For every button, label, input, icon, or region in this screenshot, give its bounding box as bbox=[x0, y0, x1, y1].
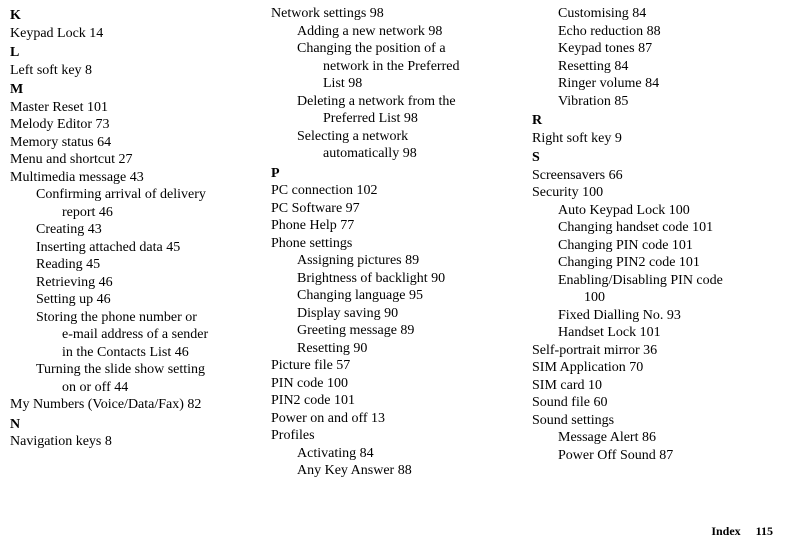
index-subentry-cont: e-mail address of a sender bbox=[62, 326, 251, 344]
index-subentry: Activating 84 bbox=[297, 445, 512, 463]
index-subentry: Deleting a network from the bbox=[297, 93, 512, 111]
column-3: Customising 84 Echo reduction 88 Keypad … bbox=[532, 5, 773, 514]
section-letter-l: L bbox=[10, 44, 251, 62]
index-entry: Network settings 98 bbox=[271, 5, 512, 23]
index-entry: Menu and shortcut 27 bbox=[10, 151, 251, 169]
index-subentry: Auto Keypad Lock 100 bbox=[558, 202, 773, 220]
index-subentry: Resetting 84 bbox=[558, 58, 773, 76]
section-letter-m: M bbox=[10, 81, 251, 99]
index-subentry-cont: on or off 44 bbox=[62, 379, 251, 397]
index-subentry-cont: network in the Preferred bbox=[323, 58, 512, 76]
footer-label: Index bbox=[711, 524, 740, 538]
index-subentry: Changing language 95 bbox=[297, 287, 512, 305]
index-subentry: Setting up 46 bbox=[36, 291, 251, 309]
index-subentry-cont: in the Contacts List 46 bbox=[62, 344, 251, 362]
index-subentry: Greeting message 89 bbox=[297, 322, 512, 340]
index-entry: Security 100 bbox=[532, 184, 773, 202]
section-letter-n: N bbox=[10, 416, 251, 434]
index-entry: Phone Help 77 bbox=[271, 217, 512, 235]
index-entry: Self-portrait mirror 36 bbox=[532, 342, 773, 360]
index-subentry: Any Key Answer 88 bbox=[297, 462, 512, 480]
index-subentry: Display saving 90 bbox=[297, 305, 512, 323]
index-subentry-cont: Preferred List 98 bbox=[323, 110, 512, 128]
index-entry: Master Reset 101 bbox=[10, 99, 251, 117]
index-entry: SIM Application 70 bbox=[532, 359, 773, 377]
section-letter-k: K bbox=[10, 7, 251, 25]
index-subentry-cont: automatically 98 bbox=[323, 145, 512, 163]
index-subentry: Inserting attached data 45 bbox=[36, 239, 251, 257]
index-subentry: Message Alert 86 bbox=[558, 429, 773, 447]
column-2: Network settings 98 Adding a new network… bbox=[271, 5, 512, 514]
index-subentry: Changing handset code 101 bbox=[558, 219, 773, 237]
index-subentry: Customising 84 bbox=[558, 5, 773, 23]
index-page: K Keypad Lock 14 L Left soft key 8 M Mas… bbox=[0, 0, 791, 549]
index-subentry: Fixed Dialling No. 93 bbox=[558, 307, 773, 325]
index-entry: Screensavers 66 bbox=[532, 167, 773, 185]
page-footer: Index 115 bbox=[10, 514, 773, 539]
index-entry: Picture file 57 bbox=[271, 357, 512, 375]
index-columns: K Keypad Lock 14 L Left soft key 8 M Mas… bbox=[10, 5, 773, 514]
index-subentry: Echo reduction 88 bbox=[558, 23, 773, 41]
index-entry: PIN code 100 bbox=[271, 375, 512, 393]
index-entry: Memory status 64 bbox=[10, 134, 251, 152]
index-entry: Profiles bbox=[271, 427, 512, 445]
index-subentry: Resetting 90 bbox=[297, 340, 512, 358]
index-subentry: Confirming arrival of delivery bbox=[36, 186, 251, 204]
index-subentry: Ringer volume 84 bbox=[558, 75, 773, 93]
index-entry: Keypad Lock 14 bbox=[10, 25, 251, 43]
index-entry: My Numbers (Voice/Data/Fax) 82 bbox=[10, 396, 251, 414]
index-subentry: Vibration 85 bbox=[558, 93, 773, 111]
index-entry: Phone settings bbox=[271, 235, 512, 253]
index-entry: Navigation keys 8 bbox=[10, 433, 251, 451]
section-letter-p: P bbox=[271, 165, 512, 183]
index-subentry: Handset Lock 101 bbox=[558, 324, 773, 342]
index-subentry: Power Off Sound 87 bbox=[558, 447, 773, 465]
section-letter-r: R bbox=[532, 112, 773, 130]
index-subentry-cont: 100 bbox=[584, 289, 773, 307]
index-entry: Sound file 60 bbox=[532, 394, 773, 412]
index-subentry: Retrieving 46 bbox=[36, 274, 251, 292]
index-entry: Power on and off 13 bbox=[271, 410, 512, 428]
index-subentry-cont: List 98 bbox=[323, 75, 512, 93]
index-subentry: Creating 43 bbox=[36, 221, 251, 239]
index-subentry: Changing PIN code 101 bbox=[558, 237, 773, 255]
index-subentry: Assigning pictures 89 bbox=[297, 252, 512, 270]
index-subentry: Turning the slide show setting bbox=[36, 361, 251, 379]
index-entry: PIN2 code 101 bbox=[271, 392, 512, 410]
index-subentry: Changing PIN2 code 101 bbox=[558, 254, 773, 272]
index-entry: PC Software 97 bbox=[271, 200, 512, 218]
index-subentry: Reading 45 bbox=[36, 256, 251, 274]
column-1: K Keypad Lock 14 L Left soft key 8 M Mas… bbox=[10, 5, 251, 514]
index-entry: Melody Editor 73 bbox=[10, 116, 251, 134]
index-entry: Left soft key 8 bbox=[10, 62, 251, 80]
section-letter-s: S bbox=[532, 149, 773, 167]
index-entry: SIM card 10 bbox=[532, 377, 773, 395]
footer-page-number: 115 bbox=[756, 524, 773, 538]
index-subentry: Enabling/Disabling PIN code bbox=[558, 272, 773, 290]
index-entry: Right soft key 9 bbox=[532, 130, 773, 148]
index-subentry: Keypad tones 87 bbox=[558, 40, 773, 58]
index-subentry: Adding a new network 98 bbox=[297, 23, 512, 41]
index-entry: Multimedia message 43 bbox=[10, 169, 251, 187]
index-subentry-cont: report 46 bbox=[62, 204, 251, 222]
index-subentry: Storing the phone number or bbox=[36, 309, 251, 327]
index-entry: PC connection 102 bbox=[271, 182, 512, 200]
index-entry: Sound settings bbox=[532, 412, 773, 430]
index-subentry: Selecting a network bbox=[297, 128, 512, 146]
index-subentry: Changing the position of a bbox=[297, 40, 512, 58]
index-subentry: Brightness of backlight 90 bbox=[297, 270, 512, 288]
